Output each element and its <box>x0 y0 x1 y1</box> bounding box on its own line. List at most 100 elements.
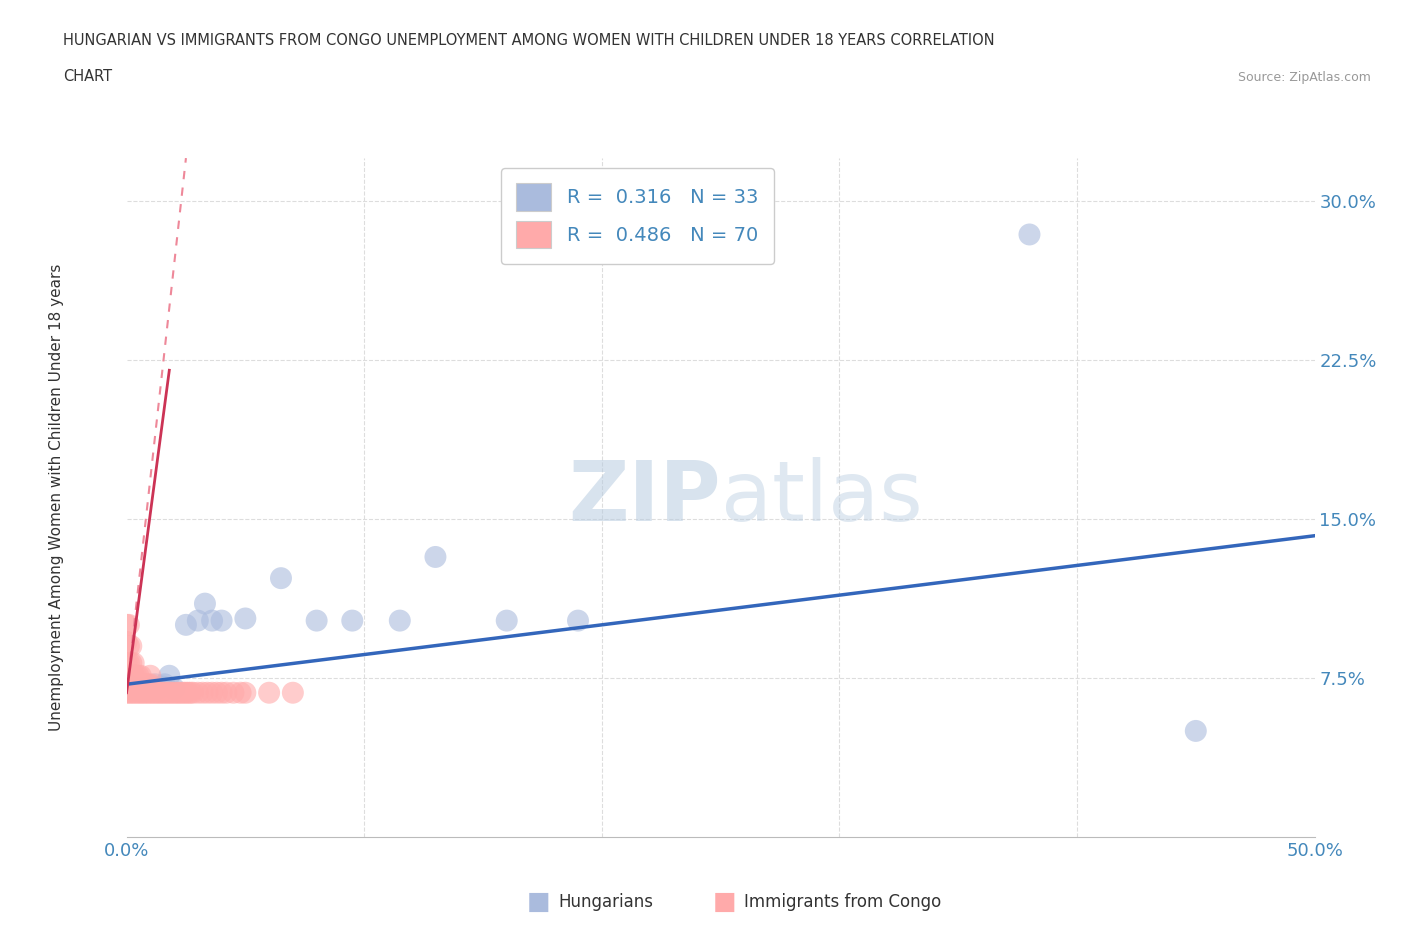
Point <box>174 685 197 700</box>
Point <box>120 639 142 654</box>
Point <box>125 685 148 700</box>
Point <box>305 613 328 628</box>
Point <box>281 685 304 700</box>
Point <box>115 634 138 649</box>
Text: Source: ZipAtlas.com: Source: ZipAtlas.com <box>1237 71 1371 84</box>
Point <box>136 677 159 692</box>
Point <box>127 684 149 698</box>
Point <box>167 685 190 700</box>
Point <box>122 681 145 696</box>
Point <box>122 669 145 684</box>
Point <box>122 656 145 671</box>
Text: atlas: atlas <box>720 457 922 538</box>
Point <box>139 681 162 696</box>
Point <box>120 656 142 671</box>
Point <box>118 685 141 700</box>
Y-axis label: Unemployment Among Women with Children Under 18 years: Unemployment Among Women with Children U… <box>49 264 65 731</box>
Point <box>125 681 148 696</box>
Point <box>173 685 195 700</box>
Point <box>118 677 141 692</box>
Point <box>129 684 152 698</box>
Text: HUNGARIAN VS IMMIGRANTS FROM CONGO UNEMPLOYMENT AMONG WOMEN WITH CHILDREN UNDER : HUNGARIAN VS IMMIGRANTS FROM CONGO UNEMP… <box>63 33 995 48</box>
Point <box>127 685 149 700</box>
Point <box>122 685 145 700</box>
Point <box>120 669 142 684</box>
Point <box>146 685 169 700</box>
Point <box>115 656 138 671</box>
Point <box>160 685 183 700</box>
Point <box>139 685 162 700</box>
Point <box>201 685 224 700</box>
Point <box>177 685 200 700</box>
Point <box>125 669 148 684</box>
Point <box>135 677 157 692</box>
Text: ■: ■ <box>713 890 735 914</box>
Point <box>129 669 152 684</box>
Point <box>146 681 169 696</box>
Point <box>170 685 193 700</box>
Point <box>136 685 159 700</box>
Point <box>115 685 138 700</box>
Point <box>149 685 172 700</box>
Point <box>233 685 256 700</box>
Point <box>142 685 165 700</box>
Point <box>187 685 209 700</box>
Point <box>163 681 186 696</box>
Point <box>118 656 141 671</box>
Point <box>139 669 162 684</box>
Point <box>157 685 180 700</box>
Point <box>120 677 142 692</box>
Point <box>150 685 173 700</box>
Point <box>181 685 204 700</box>
Text: Hungarians: Hungarians <box>558 893 654 911</box>
Point <box>139 677 162 692</box>
Point <box>342 613 364 628</box>
Point <box>257 685 280 700</box>
Point <box>215 685 238 700</box>
Point <box>118 618 141 632</box>
Point <box>425 550 447 565</box>
Point <box>174 618 197 632</box>
Point <box>120 681 142 696</box>
Point <box>567 613 589 628</box>
Point <box>115 677 138 692</box>
Point <box>388 613 411 628</box>
Point <box>136 681 159 696</box>
Text: Immigrants from Congo: Immigrants from Congo <box>744 893 941 911</box>
Point <box>132 684 155 698</box>
Point <box>229 685 252 700</box>
Point <box>118 669 141 684</box>
Point <box>118 681 141 696</box>
Point <box>157 669 180 684</box>
Text: CHART: CHART <box>63 69 112 84</box>
Point <box>120 685 142 700</box>
Point <box>222 685 245 700</box>
Point <box>127 677 149 692</box>
Point <box>163 685 186 700</box>
Point <box>495 613 517 628</box>
Point <box>1018 227 1040 242</box>
Point <box>132 685 155 700</box>
Point <box>270 571 292 586</box>
Point <box>125 677 148 692</box>
Text: ZIP: ZIP <box>568 457 720 538</box>
Point <box>115 669 138 684</box>
Point <box>143 677 166 692</box>
Point <box>195 685 218 700</box>
Point <box>132 677 155 692</box>
Point <box>153 677 176 692</box>
Point <box>118 639 141 654</box>
Point <box>156 685 179 700</box>
Point <box>191 685 214 700</box>
Point <box>165 685 187 700</box>
Point <box>115 677 138 692</box>
Legend: R =  0.316   N = 33, R =  0.486   N = 70: R = 0.316 N = 33, R = 0.486 N = 70 <box>501 167 773 264</box>
Point <box>205 685 228 700</box>
Point <box>142 679 165 694</box>
Point <box>201 613 224 628</box>
Point <box>194 596 217 611</box>
Point <box>122 677 145 692</box>
Point <box>127 669 149 684</box>
Point <box>150 679 173 694</box>
Point <box>211 685 233 700</box>
